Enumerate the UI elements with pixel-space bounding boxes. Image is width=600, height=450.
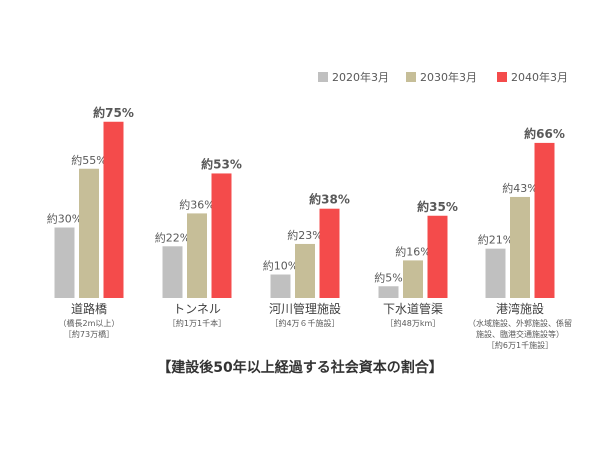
legend-label: 2040年3月	[511, 70, 568, 84]
category-label: トンネル	[173, 302, 221, 316]
data-label: 約16%	[395, 244, 430, 258]
data-label: 約10%	[263, 259, 298, 273]
category-note: （橋長2m以上）	[59, 318, 120, 328]
category-note: ［約48万km］	[386, 318, 441, 328]
category-note: （水域施設、外郭施設、係留	[468, 318, 572, 328]
bar	[319, 208, 340, 298]
data-label: 約38%	[309, 192, 350, 207]
bar	[427, 215, 448, 298]
legend-swatch	[406, 72, 416, 82]
data-label: 約66%	[524, 126, 565, 141]
legend-label: 2030年3月	[420, 70, 477, 84]
legend-swatch	[497, 72, 507, 82]
bar	[295, 243, 315, 298]
bar	[187, 213, 207, 298]
category-note: 施設、臨港交通施設等）	[476, 329, 564, 339]
data-label: 約53%	[201, 156, 242, 171]
bar	[485, 248, 506, 298]
data-label: 約23%	[287, 228, 322, 242]
legend-label: 2020年3月	[332, 70, 389, 84]
bar	[162, 246, 183, 298]
category-label: 河川管理施設	[269, 301, 341, 316]
bar	[403, 260, 423, 298]
category-note: ［約73万橋］	[64, 329, 114, 339]
bar	[103, 121, 124, 298]
bar	[510, 196, 530, 298]
category-note: ［約6万1千施設］	[487, 340, 553, 350]
data-label: 約5%	[374, 270, 402, 284]
category-label: 港湾施設	[496, 301, 544, 316]
category-note: ［約1万1千本］	[168, 318, 226, 328]
bar	[534, 142, 555, 298]
data-label: 約43%	[502, 181, 537, 195]
legend-swatch	[318, 72, 328, 82]
data-label: 約22%	[155, 230, 190, 244]
data-label: 約21%	[478, 233, 513, 247]
category-note: ［約4万６千施設］	[270, 318, 339, 328]
data-label: 約30%	[47, 212, 82, 226]
category-label: 下水道管渠	[383, 301, 443, 316]
bar	[54, 227, 75, 298]
bar	[79, 168, 99, 298]
bar	[211, 173, 232, 298]
chart-title: 【建設後50年以上経過する社会資本の割合】	[157, 359, 442, 376]
data-label: 約36%	[179, 197, 214, 211]
data-label: 約35%	[417, 199, 458, 214]
category-label: 道路橋	[71, 301, 107, 316]
bar	[378, 286, 399, 298]
bar	[270, 274, 291, 298]
data-label: 約75%	[93, 105, 134, 120]
data-label: 約55%	[71, 153, 106, 167]
